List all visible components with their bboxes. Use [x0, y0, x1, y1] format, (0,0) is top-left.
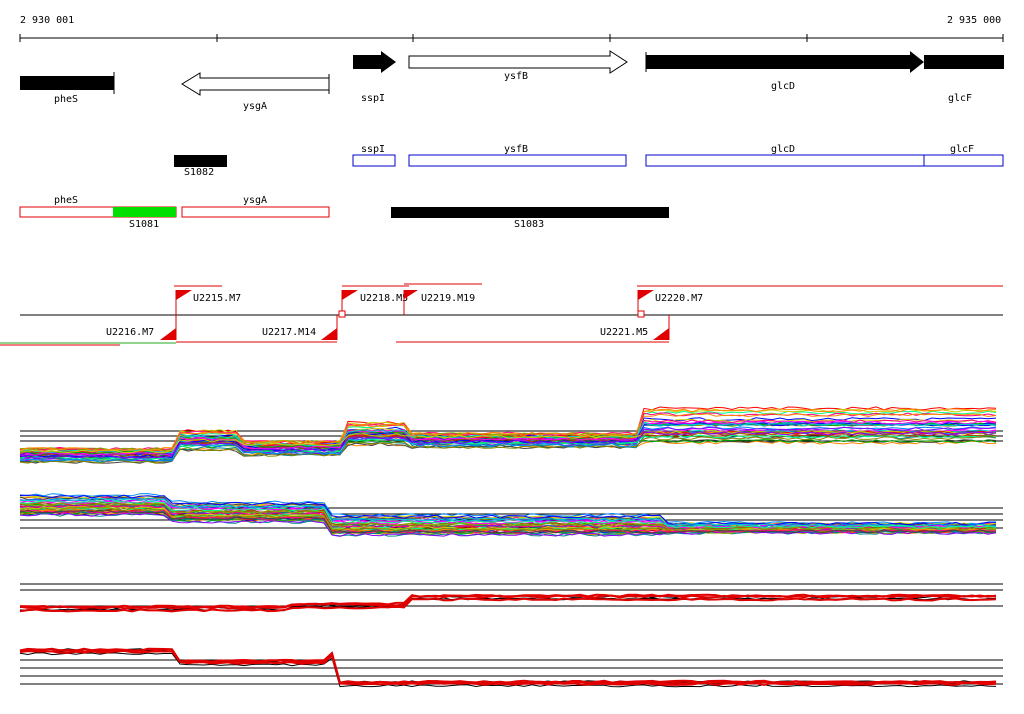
tss-label-u2219: U2219.M19 — [421, 293, 475, 304]
blue-box-sspi[interactable] — [352, 154, 396, 167]
s-feature-track: S1082 pheS S1081 ysgA S1083 — [19, 155, 669, 230]
tss-reverse-u2217[interactable]: U2217.M14 — [262, 315, 338, 340]
tss-label-u2216: U2216.M7 — [106, 327, 154, 338]
feature-s1083[interactable] — [391, 207, 669, 218]
gene-phes[interactable]: pheS — [20, 72, 115, 105]
coordinate-ruler: 2 930 001 2 935 000 — [19, 15, 1004, 42]
panel1-trace — [19, 436, 996, 464]
gene-label-ysfb: ysfB — [504, 71, 528, 82]
tss-forward-u2219[interactable]: U2219.M19 — [403, 290, 475, 315]
tss-track: U2215.M7 U2218.M5 U2219.M19 U2220.M7 U22… — [0, 283, 1003, 346]
panel1-trace — [19, 430, 997, 462]
blue-box-label-sspi: sspI — [361, 144, 385, 155]
feature-label-s1081: S1081 — [129, 219, 159, 230]
ruler-end-label: 2 935 000 — [947, 15, 1001, 26]
tss-label-u2220: U2220.M7 — [655, 293, 703, 304]
panel2-trace — [19, 510, 997, 535]
gene-label-phes: pheS — [54, 94, 78, 105]
panel3-trace — [19, 593, 997, 609]
panel1-trace — [19, 431, 996, 459]
panel2-trace — [19, 497, 997, 528]
tss-reverse-u2221[interactable]: U2221.M5 — [600, 315, 670, 340]
gene-track: pheS ysgA sspI ysfB glcD glcF — [20, 50, 1004, 112]
panel1-trace — [19, 434, 997, 460]
ruler-start-label: 2 930 001 — [20, 15, 74, 26]
panel1-trace — [19, 430, 997, 454]
tss-label-u2218: U2218.M5 — [360, 293, 408, 304]
feature-label-s1083: S1083 — [514, 219, 544, 230]
gene-glcf[interactable]: glcF — [924, 55, 1004, 104]
panel1-trace — [19, 422, 997, 454]
tss-forward-u2215[interactable]: U2215.M7 — [175, 290, 241, 315]
panel3-trace — [19, 597, 997, 613]
panel1-trace — [19, 413, 997, 452]
blue-box-label-ysfb: ysfB — [504, 144, 528, 155]
blue-box-glcf[interactable] — [923, 154, 1004, 167]
tss-label-u2215: U2215.M7 — [193, 293, 241, 304]
panel4-trace — [19, 649, 997, 685]
feature-s1082[interactable] — [174, 155, 227, 167]
panel4-trace — [19, 649, 997, 685]
expression-profiles — [19, 406, 1003, 688]
gene-label-glcf: glcF — [948, 93, 972, 104]
tss-reverse-u2216[interactable]: U2216.M7 — [106, 315, 177, 340]
panel2-trace — [19, 502, 997, 530]
panel2-trace — [19, 494, 996, 526]
gene-label-sspi: sspI — [361, 93, 385, 104]
blue-box-track: sspI ysfB glcD glcF — [352, 144, 1004, 167]
gene-label-glcd: glcD — [771, 81, 795, 92]
red-box-label-phes: pheS — [54, 195, 78, 206]
gene-sspi[interactable]: sspI — [353, 51, 396, 104]
blue-box-label-glcf: glcF — [950, 144, 974, 155]
tss-label-u2221: U2221.M5 — [600, 327, 648, 338]
gene-glcd[interactable]: glcD — [645, 51, 924, 92]
blue-box-ysfb[interactable] — [408, 154, 627, 167]
blue-box-glcd[interactable] — [645, 154, 925, 167]
gene-label-ysga: ysgA — [243, 101, 267, 112]
tss-label-u2217: U2217.M14 — [262, 327, 316, 338]
blue-box-label-glcd: glcD — [771, 144, 795, 155]
feature-label-s1082: S1082 — [184, 167, 214, 178]
gene-ysga[interactable]: ysgA — [181, 72, 330, 112]
panel2-trace — [19, 509, 997, 534]
feature-s1081[interactable] — [113, 207, 176, 217]
panel4-trace — [19, 652, 997, 688]
tss-forward-u2220[interactable]: U2220.M7 — [637, 290, 703, 318]
tss-forward-u2218[interactable]: U2218.M5 — [338, 290, 408, 318]
panel2-trace — [19, 500, 997, 529]
panel2-trace — [19, 496, 997, 527]
gene-ysfb[interactable]: ysfB — [408, 50, 628, 82]
panel1-trace — [19, 422, 997, 455]
red-box-ysga[interactable] — [181, 206, 330, 218]
red-box-label-ysga: ysgA — [243, 195, 267, 206]
